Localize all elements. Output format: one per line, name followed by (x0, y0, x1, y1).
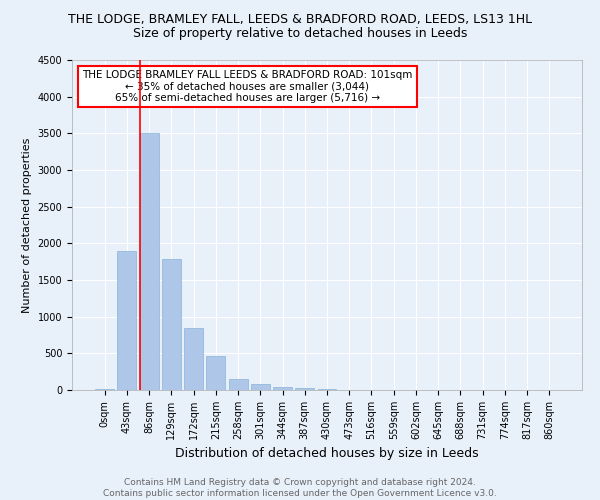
Text: Contains HM Land Registry data © Crown copyright and database right 2024.
Contai: Contains HM Land Registry data © Crown c… (103, 478, 497, 498)
Text: Size of property relative to detached houses in Leeds: Size of property relative to detached ho… (133, 28, 467, 40)
Bar (273, 387, 292, 390)
Y-axis label: Number of detached properties: Number of detached properties (22, 138, 32, 312)
Bar (95, 388, 114, 390)
Bar (184, 328, 203, 390)
Bar (162, 260, 181, 390)
Bar (118, 250, 136, 390)
Text: THE LODGE, BRAMLEY FALL, LEEDS & BRADFORD ROAD, LEEDS, LS13 1HL: THE LODGE, BRAMLEY FALL, LEEDS & BRADFOR… (68, 12, 532, 26)
X-axis label: Distribution of detached houses by size in Leeds: Distribution of detached houses by size … (175, 448, 479, 460)
Bar (206, 356, 225, 390)
Bar (295, 388, 314, 390)
Bar (140, 134, 158, 390)
Text: THE LODGE BRAMLEY FALL LEEDS & BRADFORD ROAD: 101sqm
← 35% of detached houses ar: THE LODGE BRAMLEY FALL LEEDS & BRADFORD … (82, 70, 413, 103)
Bar (229, 378, 248, 390)
Bar (251, 384, 270, 390)
